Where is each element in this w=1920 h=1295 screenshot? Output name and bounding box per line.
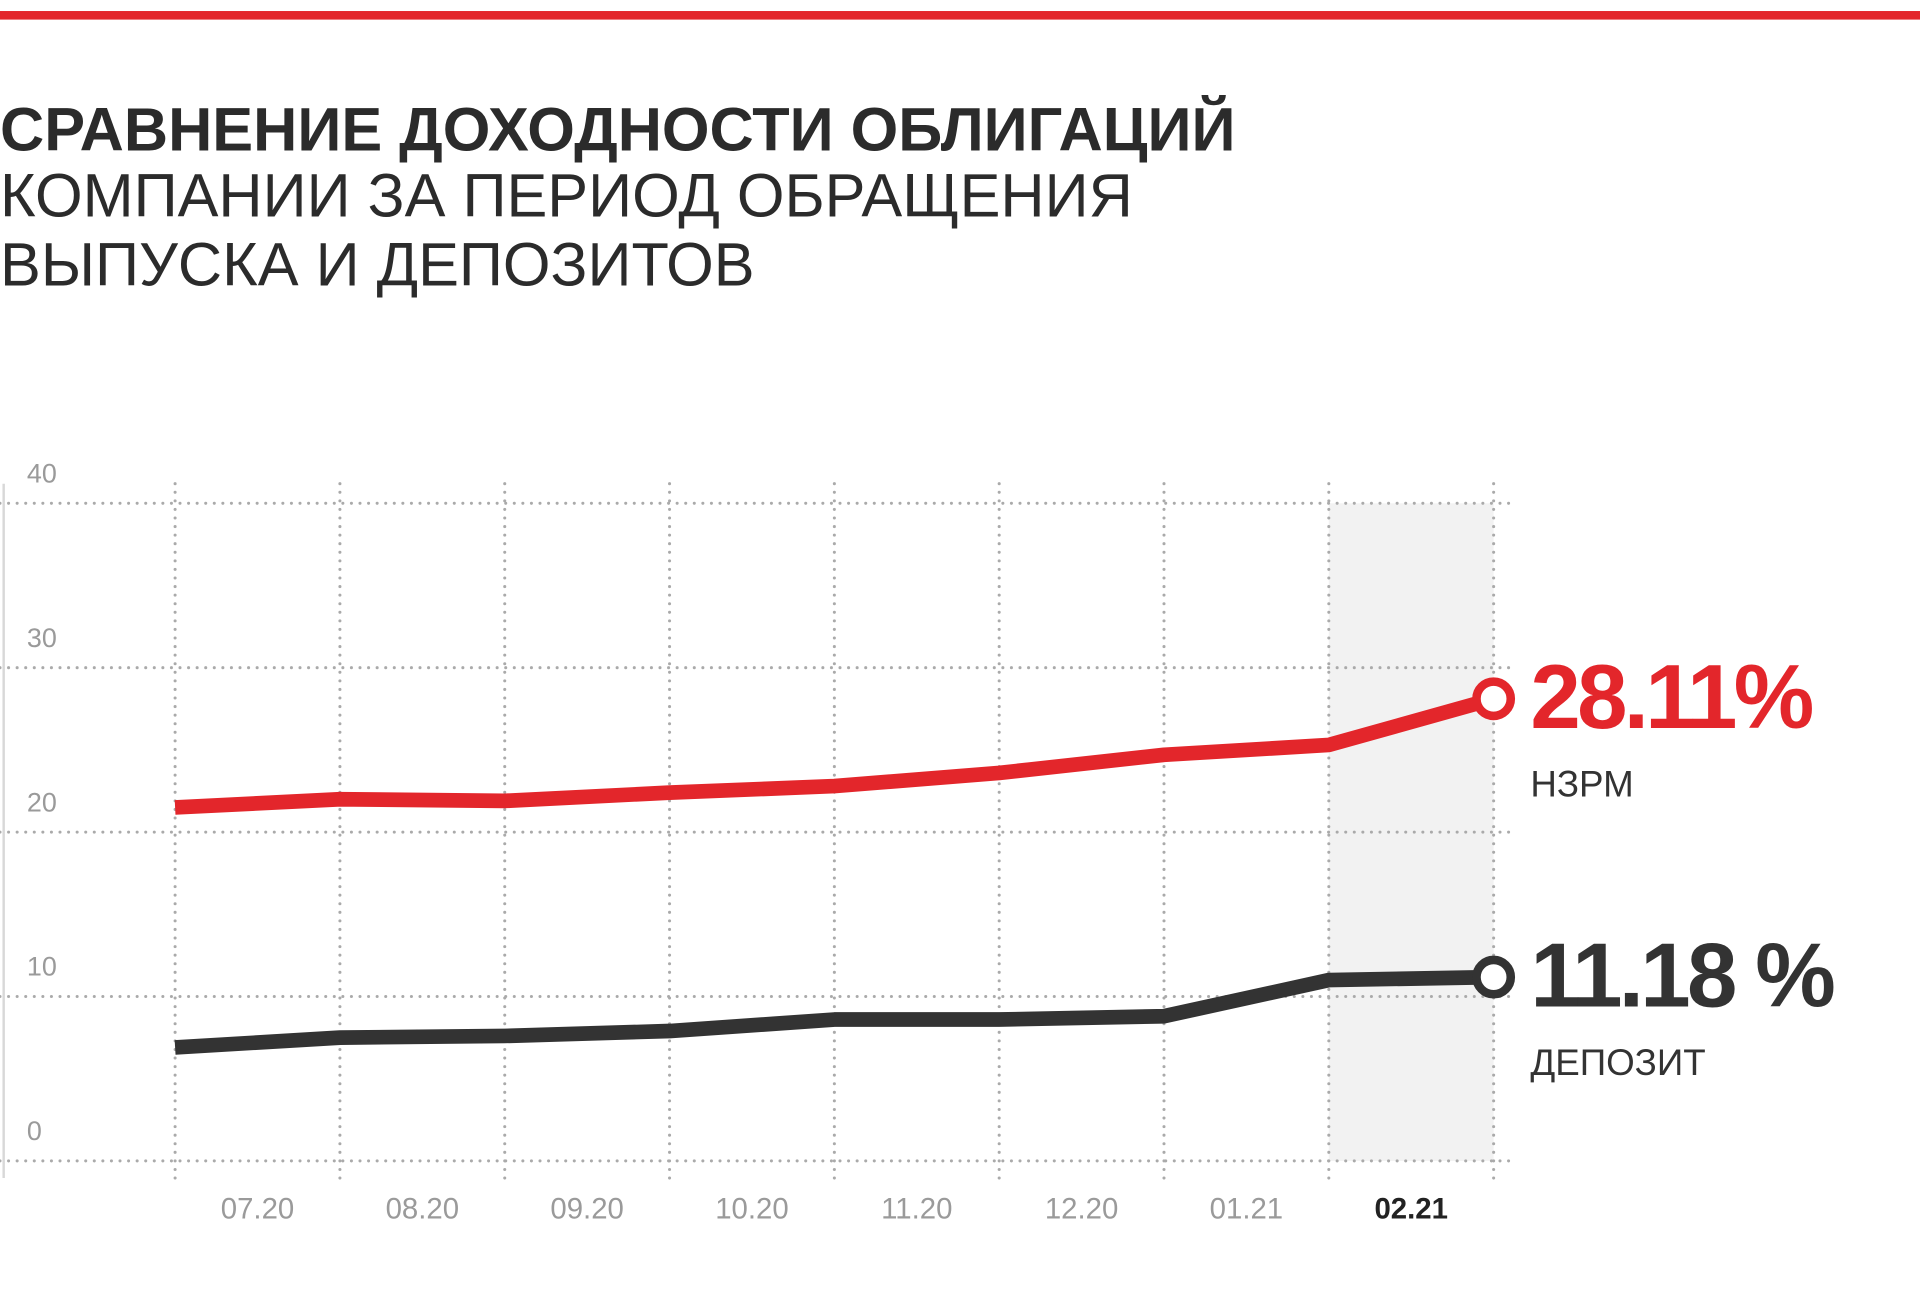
plot: 0 10 20 30 40 07.20 08.20 09.20 10.20 11.20 12.20 0… xyxy=(0,458,1838,1225)
x-tick-label: 12.20 xyxy=(1045,1192,1119,1225)
x-tick-label: 11.20 xyxy=(881,1192,952,1225)
top-rule xyxy=(0,11,1920,20)
y-tick-label: 20 xyxy=(27,787,57,817)
end-value-label: 11.18 % xyxy=(1530,925,1834,1026)
series-name: НЗРМ xyxy=(1530,764,1633,805)
chart-title: СРАВНЕНИЕ ДОХОДНОСТИ ОБЛИГАЦИЙ xyxy=(0,95,1235,164)
y-tick-label: 10 xyxy=(27,952,57,982)
end-value-label: 28.11% xyxy=(1530,647,1812,748)
series-name: ДЕПОЗИТ xyxy=(1530,1042,1705,1083)
y-tick-label: 0 xyxy=(27,1116,42,1146)
x-tick-label: 10.20 xyxy=(715,1192,789,1225)
x-tick-label: 02.21 xyxy=(1374,1192,1448,1225)
end-marker xyxy=(1472,677,1516,721)
x-tick-label: 09.20 xyxy=(550,1192,624,1225)
chart-subtitle: ВЫПУСКА И ДЕПОЗИТОВ xyxy=(0,230,755,298)
x-tick-label: 07.20 xyxy=(221,1192,295,1225)
series-line xyxy=(174,691,1496,815)
series-line xyxy=(174,969,1494,1055)
end-marker xyxy=(1472,955,1516,999)
chart-subtitle: КОМПАНИИ ЗА ПЕРИОД ОБРАЩЕНИЯ xyxy=(0,162,1133,230)
x-tick-label: 08.20 xyxy=(386,1192,460,1225)
y-tick-label: 40 xyxy=(27,458,57,488)
x-tick-label: 01.21 xyxy=(1210,1192,1284,1225)
y-tick-label: 30 xyxy=(27,623,57,653)
